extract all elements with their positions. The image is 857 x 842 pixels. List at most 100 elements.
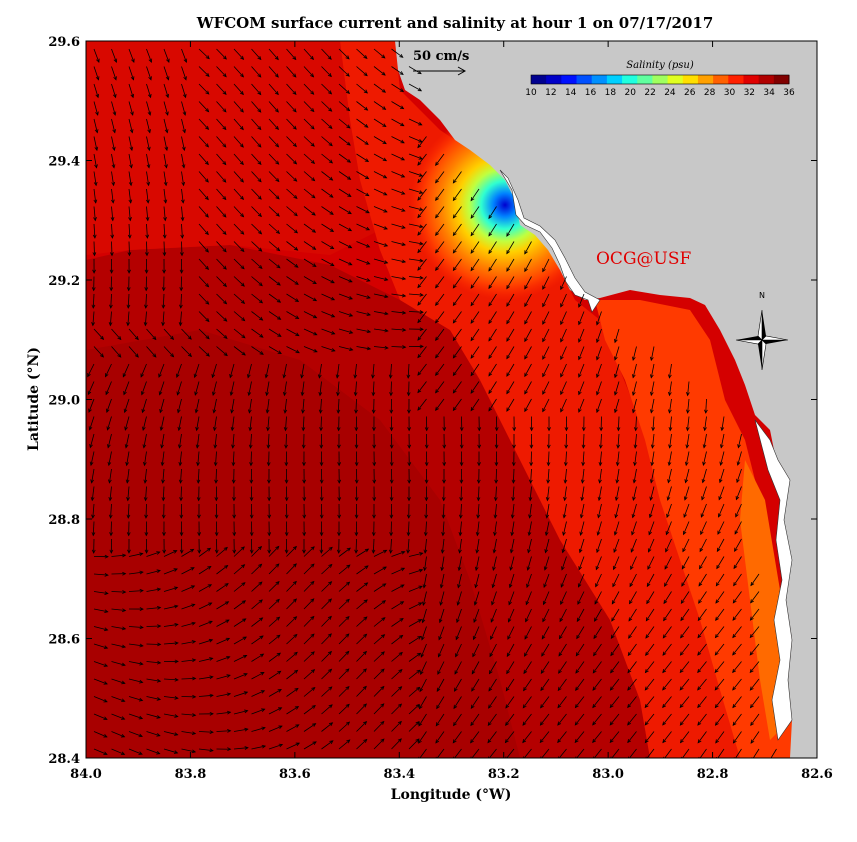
current-vector (106, 398, 112, 414)
current-vector (436, 696, 445, 710)
current-vector (391, 328, 407, 332)
current-vector (408, 171, 424, 177)
current-vector (251, 581, 263, 592)
current-vector (391, 276, 407, 281)
current-vector (354, 538, 359, 554)
current-vector (488, 678, 497, 692)
current-vector (662, 713, 672, 726)
current-vector (282, 381, 287, 397)
current-vector (732, 696, 742, 709)
current-vector (163, 696, 179, 700)
current-vector (233, 293, 246, 304)
current-vector (457, 573, 462, 589)
current-vector (163, 206, 167, 222)
current-vector (109, 293, 113, 309)
current-vector (391, 48, 404, 58)
current-vector (474, 573, 480, 589)
current-vector (592, 696, 602, 709)
current-vector (732, 731, 742, 744)
current-vector (594, 591, 602, 605)
deep-offshore-zone (86, 330, 520, 758)
current-vector (576, 608, 585, 623)
current-vector (529, 416, 534, 432)
map-area (86, 41, 817, 758)
current-vector (303, 669, 316, 680)
current-vector (697, 661, 707, 674)
current-vector (561, 556, 567, 571)
current-vector (163, 48, 170, 63)
current-vector (179, 538, 184, 554)
current-vector (563, 451, 568, 467)
current-vector (575, 661, 585, 674)
current-vector (302, 468, 307, 484)
current-vector (645, 608, 655, 622)
current-vector (356, 311, 371, 317)
current-vector (249, 521, 254, 537)
current-vector (418, 731, 427, 744)
current-vector (452, 328, 462, 342)
current-vector (749, 608, 760, 621)
current-vector (286, 706, 300, 715)
current-vector (284, 486, 289, 502)
current-vector (452, 398, 462, 412)
current-vector (268, 581, 280, 592)
current-vector (373, 566, 387, 575)
current-vector (144, 293, 148, 309)
current-vector (493, 521, 497, 537)
current-vector (356, 721, 368, 732)
current-vector (406, 521, 411, 537)
y-tick-label: 29.2 (48, 274, 80, 289)
current-vector (216, 241, 227, 253)
current-vector (356, 633, 368, 645)
current-vector (198, 118, 210, 130)
current-vector (265, 398, 270, 414)
current-vector (524, 398, 532, 413)
current-vector (108, 486, 113, 502)
current-vector (286, 83, 297, 96)
current-vector (701, 486, 707, 501)
current-vector (372, 486, 377, 502)
current-vector (494, 433, 499, 449)
current-vector (667, 451, 672, 467)
current-vector (338, 258, 353, 266)
current-vector (249, 538, 254, 554)
current-vector (128, 625, 144, 630)
current-vector (266, 416, 270, 432)
current-vector (159, 398, 165, 414)
current-vector (338, 83, 351, 95)
current-vector (143, 451, 147, 467)
current-vector (179, 503, 184, 519)
current-vector (488, 293, 497, 307)
current-vector (158, 381, 165, 396)
current-vector (268, 328, 282, 337)
current-vector (408, 669, 421, 680)
current-vector (321, 136, 333, 147)
current-vector (247, 398, 252, 414)
current-vector (111, 713, 126, 720)
current-vector (198, 293, 210, 305)
current-vector (267, 468, 271, 484)
current-vector (459, 468, 464, 484)
current-vector (528, 503, 532, 519)
current-vector (406, 538, 410, 554)
current-vector (714, 626, 725, 639)
current-vector (560, 293, 567, 308)
current-vector (283, 416, 288, 432)
current-vector (539, 731, 550, 744)
current-vector (719, 433, 725, 449)
current-vector (408, 275, 424, 280)
current-vector (373, 549, 388, 557)
current-vector (321, 118, 333, 130)
current-vector (576, 626, 585, 640)
current-vector (126, 293, 131, 309)
current-vector (408, 83, 423, 92)
current-vector (92, 258, 96, 274)
x-tick-label: 83.2 (488, 767, 520, 782)
current-vector (388, 363, 393, 379)
current-vector (216, 276, 227, 288)
current-vector (356, 258, 371, 265)
current-vector (452, 381, 462, 394)
current-vector (87, 381, 95, 396)
current-vector (542, 381, 550, 395)
current-vector (283, 398, 288, 414)
